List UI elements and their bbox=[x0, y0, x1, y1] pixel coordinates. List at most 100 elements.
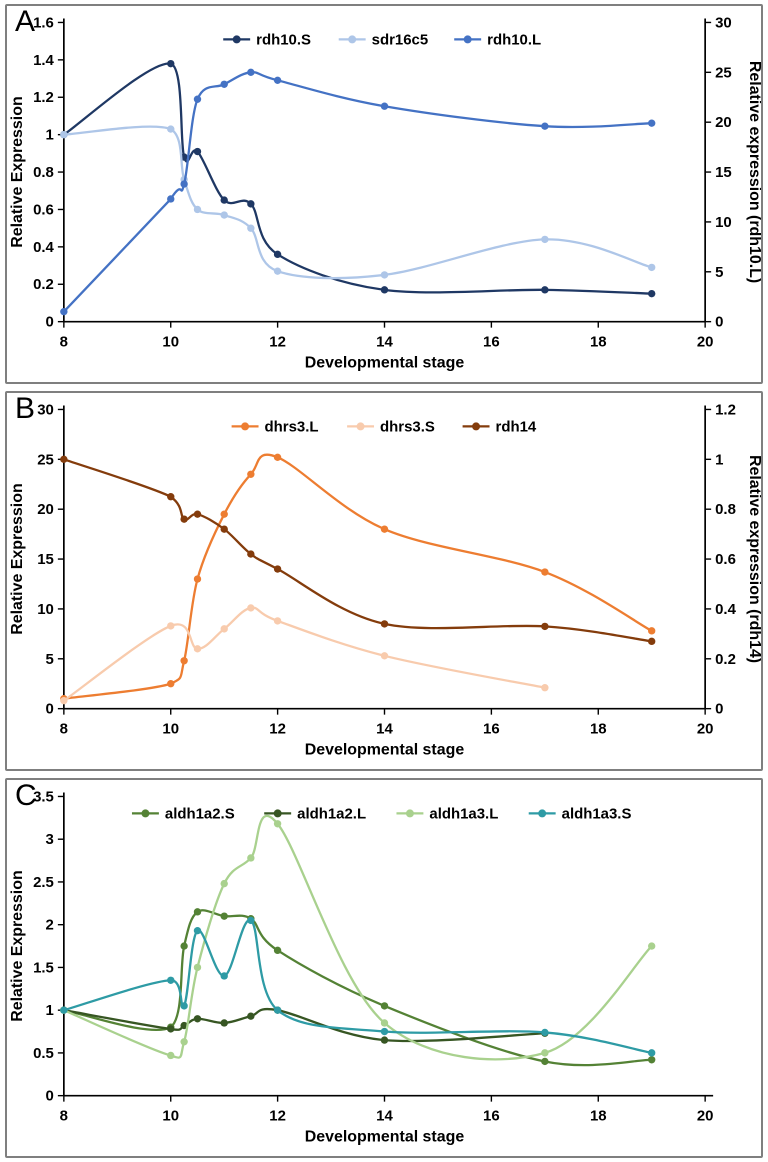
marker-dhrs3.L bbox=[541, 568, 549, 576]
marker-rdh10.L bbox=[193, 95, 202, 103]
marker-sdr16c5 bbox=[647, 263, 656, 272]
x-tick-label: 20 bbox=[697, 721, 714, 738]
y-tick-label-right: 5 bbox=[715, 264, 723, 281]
x-tick-label: 20 bbox=[697, 1108, 714, 1125]
y-tick-label-left: 0.6 bbox=[33, 201, 54, 218]
marker-dhrs3.L bbox=[380, 525, 389, 533]
marker-aldh1a3.L bbox=[180, 1038, 188, 1046]
y-tick-label-left: 0.4 bbox=[33, 239, 54, 256]
legend-marker bbox=[472, 422, 481, 431]
legend-label: rdh14 bbox=[496, 418, 537, 435]
legend-item-aldh1a2.S: aldh1a2.S bbox=[131, 805, 235, 822]
legend-marker bbox=[232, 35, 241, 44]
marker-aldh1a2.L bbox=[193, 1015, 202, 1023]
x-tick-label: 18 bbox=[590, 334, 607, 351]
legend-label: rdh10.S bbox=[256, 31, 311, 48]
x-tick-label: 12 bbox=[269, 1108, 286, 1125]
marker-aldh1a3.L bbox=[247, 854, 255, 862]
y-tick-label-right: 0.6 bbox=[715, 551, 736, 568]
marker-aldh1a2.S bbox=[220, 912, 228, 920]
y-tick-label-left: 30 bbox=[37, 401, 54, 418]
series-line-dhrs3.S bbox=[62, 606, 547, 702]
y-tick-label-left: 25 bbox=[37, 451, 54, 468]
y-tick-label-right: 0.4 bbox=[715, 601, 736, 618]
series-line-aldh1a3.L bbox=[62, 814, 653, 1061]
marker-aldh1a2.S bbox=[647, 1056, 656, 1064]
x-axis-title: Developmental stage bbox=[305, 1129, 465, 1146]
marker-aldh1a2.S bbox=[193, 908, 202, 916]
panel-a: A 8 10 12 14 16 18 20 0 0.2 0.4 0.6 0.8 1 1.2 1.4 1.6 0 5… bbox=[5, 4, 763, 384]
legend-marker bbox=[141, 809, 150, 818]
x-tick-label: 8 bbox=[60, 721, 68, 738]
y-tick-label-left: 0.2 bbox=[33, 276, 54, 293]
panel-c: C 8 10 12 14 16 18 20 0 0.5 1 1.5 2 2.5 3 3.5 Relative … bbox=[5, 778, 763, 1158]
y-tick-label-left: 0 bbox=[46, 314, 54, 331]
marker-rdh10.S bbox=[193, 147, 202, 156]
legend-label: dhrs3.S bbox=[380, 418, 435, 435]
marker-aldh1a3.L bbox=[380, 1019, 389, 1027]
y-tick-label-right: 10 bbox=[715, 214, 732, 231]
marker-rdh10.S bbox=[220, 196, 228, 204]
marker-aldh1a3.S bbox=[647, 1049, 656, 1057]
marker-aldh1a2.S bbox=[273, 946, 282, 955]
marker-aldh1a3.S bbox=[60, 1006, 68, 1014]
legend-marker bbox=[463, 35, 472, 44]
y-tick-label-left: 0.8 bbox=[33, 164, 54, 181]
x-tick-label: 14 bbox=[376, 721, 393, 738]
series-line-aldh1a3.S bbox=[62, 919, 653, 1055]
legend-label: dhrs3.L bbox=[265, 418, 319, 435]
marker-rdh10.S bbox=[541, 286, 549, 294]
panel-a-chart: 8 10 12 14 16 18 2000.20.40.60.811.21.41.60510… bbox=[9, 14, 761, 372]
y-tick-label-left: 1 bbox=[46, 1002, 54, 1019]
marker-rdh10.L bbox=[180, 180, 188, 188]
marker-rdh14 bbox=[541, 622, 549, 631]
marker-rdh10.L bbox=[220, 80, 228, 88]
y-tick-label-right: 1 bbox=[715, 451, 723, 468]
x-axis-title: Developmental stage bbox=[305, 742, 465, 759]
marker-aldh1a3.L bbox=[273, 820, 282, 828]
y-tick-label-left: 3.5 bbox=[33, 788, 54, 805]
marker-sdr16c5 bbox=[220, 211, 228, 219]
marker-dhrs3.S bbox=[167, 622, 175, 630]
series-line-aldh1a2.L bbox=[62, 1007, 547, 1043]
panel-b-chart: 8 10 12 14 16 18 2005101520253000.20.40.60.811… bbox=[9, 401, 761, 759]
y-tick-label-right: 0 bbox=[715, 314, 723, 331]
y-tick-label-left: 1.5 bbox=[33, 959, 54, 976]
marker-aldh1a2.S bbox=[180, 942, 188, 950]
y-tick-label-right: 25 bbox=[715, 64, 732, 81]
x-axis-title: Developmental stage bbox=[305, 355, 465, 372]
x-tick-label: 14 bbox=[376, 1108, 393, 1125]
x-tick-label: 8 bbox=[60, 334, 68, 351]
x-tick-label: 10 bbox=[162, 1108, 179, 1125]
y-tick-label-left: 0 bbox=[46, 1088, 54, 1105]
marker-rdh10.S bbox=[647, 289, 656, 298]
marker-aldh1a3.L bbox=[167, 1051, 175, 1060]
x-tick-label: 20 bbox=[697, 334, 714, 351]
y-tick-label-left: 3 bbox=[46, 831, 54, 848]
y-tick-label-left: 10 bbox=[37, 601, 54, 618]
legend-item-rdh10.L: rdh10.L bbox=[454, 31, 541, 48]
y-tick-label-left: 0.5 bbox=[33, 1045, 54, 1062]
marker-aldh1a2.S bbox=[541, 1057, 549, 1066]
series-line-rdh10.S bbox=[62, 62, 653, 295]
marker-dhrs3.L bbox=[273, 453, 282, 462]
marker-rdh10.L bbox=[60, 307, 68, 316]
marker-rdh10.S bbox=[247, 200, 255, 208]
marker-dhrs3.L bbox=[647, 627, 656, 635]
series-line-dhrs3.L bbox=[62, 453, 653, 700]
marker-dhrs3.S bbox=[193, 645, 202, 653]
marker-rdh14 bbox=[220, 525, 228, 533]
marker-rdh10.L bbox=[647, 119, 656, 127]
y-tick-label-right: 30 bbox=[715, 14, 732, 31]
marker-aldh1a3.L bbox=[220, 879, 228, 888]
marker-dhrs3.S bbox=[247, 604, 255, 612]
legend-label: aldh1a3.L bbox=[429, 805, 498, 822]
legend-item-dhrs3.S: dhrs3.S bbox=[347, 418, 435, 435]
marker-rdh10.S bbox=[380, 286, 389, 294]
x-tick-label: 14 bbox=[376, 334, 393, 351]
marker-sdr16c5 bbox=[60, 130, 68, 139]
series-line-sdr16c5 bbox=[62, 125, 653, 280]
legend-item-rdh14: rdh14 bbox=[462, 418, 537, 435]
marker-sdr16c5 bbox=[541, 235, 549, 244]
y-tick-label-right: 1.2 bbox=[715, 401, 736, 418]
